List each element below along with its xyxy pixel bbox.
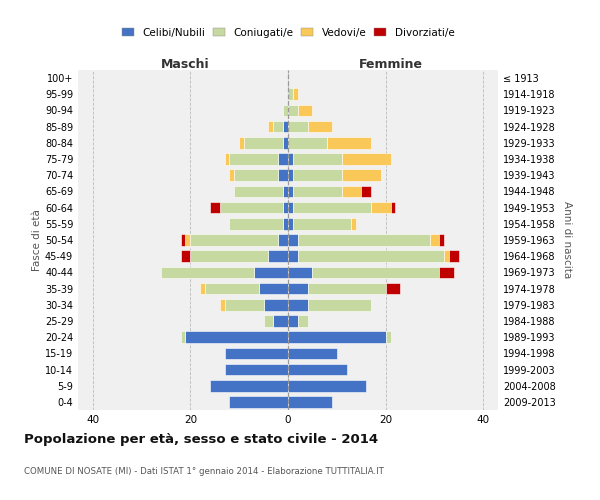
Bar [224,348,288,359]
Bar [229,153,278,165]
Bar [181,332,185,343]
Bar [439,234,444,246]
Bar [224,153,229,165]
Bar [278,153,288,165]
Y-axis label: Fasce di età: Fasce di età [32,209,42,271]
Bar [274,121,283,132]
Bar [449,250,459,262]
Bar [283,104,288,117]
Bar [288,364,347,376]
Bar [161,266,254,278]
Bar [244,137,283,148]
Bar [181,250,190,262]
Bar [224,364,288,376]
Bar [229,170,234,181]
Bar [308,121,332,132]
Bar [190,250,268,262]
Bar [361,186,371,198]
Bar [298,104,313,117]
Bar [293,153,342,165]
Bar [185,332,288,343]
Bar [342,153,391,165]
Bar [288,137,327,148]
Bar [288,153,293,165]
Bar [298,234,430,246]
Bar [283,137,288,148]
Bar [308,282,386,294]
Bar [288,234,298,246]
Bar [224,299,263,310]
Bar [229,396,288,407]
Bar [288,88,293,100]
Bar [288,282,308,294]
Bar [298,315,308,327]
Bar [288,186,293,198]
Bar [293,202,371,213]
Bar [234,186,283,198]
Bar [263,315,274,327]
Bar [288,396,332,407]
Bar [391,202,395,213]
Bar [283,121,288,132]
Bar [288,348,337,359]
Bar [220,202,283,213]
Bar [288,250,298,262]
Bar [283,218,288,230]
Bar [210,202,220,213]
Bar [352,218,356,230]
Bar [220,299,224,310]
Bar [288,104,298,117]
Bar [274,315,288,327]
Bar [263,299,288,310]
Bar [371,202,391,213]
Bar [234,170,278,181]
Bar [386,282,400,294]
Bar [342,170,381,181]
Bar [327,137,371,148]
Bar [259,282,288,294]
Bar [288,170,293,181]
Bar [190,234,278,246]
Bar [313,266,439,278]
Bar [283,186,288,198]
Bar [298,250,444,262]
Text: Femmine: Femmine [359,58,422,71]
Bar [386,332,391,343]
Bar [439,266,454,278]
Bar [293,170,342,181]
Bar [342,186,361,198]
Text: COMUNE DI NOSATE (MI) - Dati ISTAT 1° gennaio 2014 - Elaborazione TUTTITALIA.IT: COMUNE DI NOSATE (MI) - Dati ISTAT 1° ge… [24,468,384,476]
Bar [268,250,288,262]
Text: Maschi: Maschi [161,58,210,71]
Bar [278,170,288,181]
Bar [293,186,342,198]
Bar [268,121,274,132]
Bar [288,299,308,310]
Y-axis label: Anni di nascita: Anni di nascita [562,202,572,278]
Bar [283,202,288,213]
Bar [239,137,244,148]
Bar [293,88,298,100]
Bar [278,234,288,246]
Bar [288,266,313,278]
Bar [181,234,185,246]
Bar [288,121,308,132]
Bar [200,282,205,294]
Legend: Celibi/Nubili, Coniugati/e, Vedovi/e, Divorziati/e: Celibi/Nubili, Coniugati/e, Vedovi/e, Di… [122,28,454,38]
Bar [229,218,283,230]
Bar [308,299,371,310]
Bar [288,332,386,343]
Bar [185,234,190,246]
Bar [210,380,288,392]
Bar [254,266,288,278]
Bar [293,218,352,230]
Text: Popolazione per età, sesso e stato civile - 2014: Popolazione per età, sesso e stato civil… [24,432,378,446]
Bar [288,202,293,213]
Bar [288,315,298,327]
Bar [430,234,439,246]
Bar [288,380,366,392]
Bar [288,218,293,230]
Bar [205,282,259,294]
Bar [444,250,449,262]
